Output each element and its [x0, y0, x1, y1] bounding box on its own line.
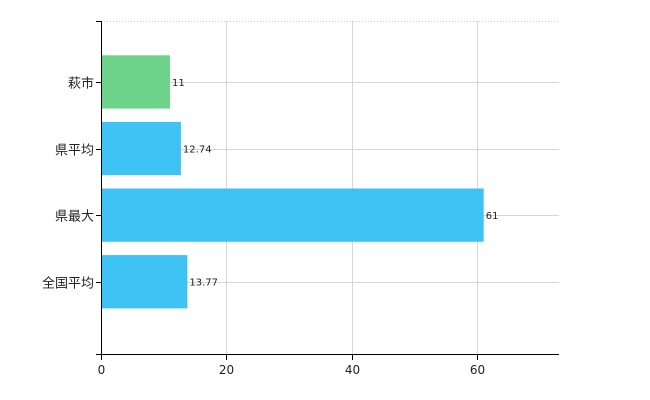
category-label: 全国平均 [42, 276, 94, 292]
x-tick-label: 0 [98, 363, 106, 377]
category-label: 萩市 [68, 76, 94, 92]
value-label: 61 [486, 211, 499, 222]
category-label: 県最大 [55, 210, 94, 225]
bar [102, 255, 188, 309]
value-label: 13.77 [189, 278, 218, 289]
category-label: 県平均 [55, 144, 94, 159]
bar [102, 55, 171, 109]
x-tick-label: 40 [345, 363, 360, 377]
x-tick-label: 60 [470, 363, 485, 377]
x-tick-labels: 0 20 40 60 [98, 363, 485, 377]
axes [96, 21, 559, 360]
bar [102, 121, 181, 176]
bars [102, 55, 484, 309]
bar [102, 188, 484, 242]
value-label: 12.74 [183, 145, 212, 156]
value-label: 11 [172, 78, 185, 89]
value-labels: 11 12.74 61 13.77 [172, 78, 498, 289]
x-tick-label: 20 [219, 363, 234, 377]
